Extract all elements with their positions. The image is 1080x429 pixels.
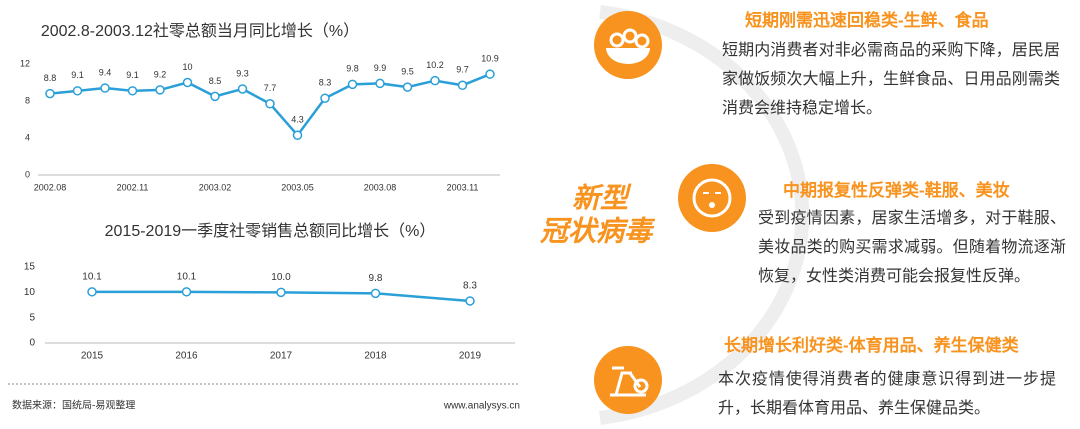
data-label: 10.1	[177, 271, 197, 282]
data-label: 9.5	[401, 67, 414, 77]
data-label: 8.3	[319, 78, 332, 88]
site: www.analysys.cn	[443, 401, 520, 412]
data-label: 4.3	[291, 115, 304, 125]
data-label: 9.1	[126, 70, 139, 80]
data-label: 10.9	[481, 54, 499, 64]
logo-line2: 冠状病毒	[539, 215, 656, 246]
x-tick-label: 2016	[175, 351, 198, 362]
data-label: 9.9	[374, 63, 387, 73]
data-label: 10	[182, 62, 192, 72]
point	[100, 83, 110, 93]
x-tick-label: 2002.08	[34, 182, 67, 192]
point	[276, 287, 286, 298]
point	[265, 99, 275, 109]
point	[182, 77, 193, 88]
point	[127, 86, 138, 96]
data-label: 9.8	[369, 273, 383, 284]
x-tick-label: 2002.11	[117, 182, 149, 192]
item-body: 本次疫情使得消费者的健康意识得到进一步提升，长期看体育用品、养生保健品类。	[718, 371, 1056, 417]
data-label: 9.2	[154, 69, 167, 79]
x-tick-label: 2015	[81, 351, 104, 362]
point	[87, 287, 97, 297]
item-title: 长期增长利好类-体育用品、养生保健类	[724, 336, 1019, 355]
data-label: 10.1	[82, 271, 102, 282]
x-tick-label: 2019	[459, 351, 482, 362]
y-tick-label: 0	[25, 169, 30, 179]
point	[237, 84, 248, 94]
chart-title: 2002.8-2003.12社零总额当月同比增长（%）	[41, 22, 359, 40]
data-label: 9.8	[346, 64, 359, 74]
point	[402, 82, 413, 92]
data-label: 10.2	[426, 60, 444, 70]
logo-line1: 新型	[572, 182, 632, 213]
arc	[599, 5, 810, 425]
point	[45, 88, 55, 99]
data-label: 9.1	[71, 70, 84, 80]
x-tick-label: 2003.11	[447, 182, 479, 192]
point	[430, 75, 440, 86]
point	[210, 91, 220, 102]
point	[457, 80, 468, 91]
icon-bike	[594, 346, 662, 414]
point	[292, 130, 303, 140]
point	[72, 86, 83, 96]
y-tick-label: 4	[25, 132, 30, 142]
y-tick-label: 0	[29, 338, 35, 349]
data-label: 7.7	[264, 83, 277, 93]
y-tick-label: 8	[25, 95, 30, 105]
data-label: 9.7	[456, 65, 469, 75]
point	[181, 287, 192, 297]
item-title: 中期报复性反弹类-鞋服、美妆	[783, 181, 1010, 200]
data-label: 8.5	[209, 76, 222, 86]
data-label: 9.4	[99, 67, 112, 77]
x-tick-label: 2018	[364, 351, 387, 362]
chart-title: 2015-2019一季度社零销售总额同比增长（%）	[105, 222, 436, 240]
point	[155, 85, 165, 95]
data-label: 8.3	[463, 281, 477, 292]
point	[485, 69, 495, 79]
point	[320, 93, 330, 103]
data-label: 10.0	[271, 272, 291, 283]
item-title: 短期刚需迅速回稳类-生鲜、食品	[745, 11, 989, 30]
source: 数据来源：国统局-易观整理	[12, 399, 135, 412]
y-tick-label: 10	[24, 287, 36, 298]
data-label: 9.3	[236, 68, 249, 78]
point	[370, 288, 381, 299]
icon-face	[678, 164, 746, 232]
y-tick-label: 5	[29, 312, 35, 323]
item-body: 受到疫情因素，居家生活增多，对于鞋服、美妆品类的购买需求减弱。但随着物流逐渐恢复…	[758, 210, 1066, 285]
x-tick-label: 2003.02	[199, 182, 232, 192]
point	[465, 296, 475, 306]
item-body: 短期内消费者对非必需商品的采购下降，居民居家做饭频次大幅上升，生鲜食品、日用品刚…	[722, 42, 1060, 117]
x-tick-label: 2003.08	[364, 182, 397, 192]
point	[375, 78, 385, 89]
data-label: 8.8	[44, 73, 57, 83]
x-tick-label: 2017	[270, 351, 293, 362]
point	[347, 79, 358, 90]
x-tick-label: 2003.05	[281, 182, 314, 192]
icon-food	[594, 11, 662, 79]
y-tick-label: 15	[24, 262, 36, 273]
y-tick-label: 12	[20, 58, 30, 68]
